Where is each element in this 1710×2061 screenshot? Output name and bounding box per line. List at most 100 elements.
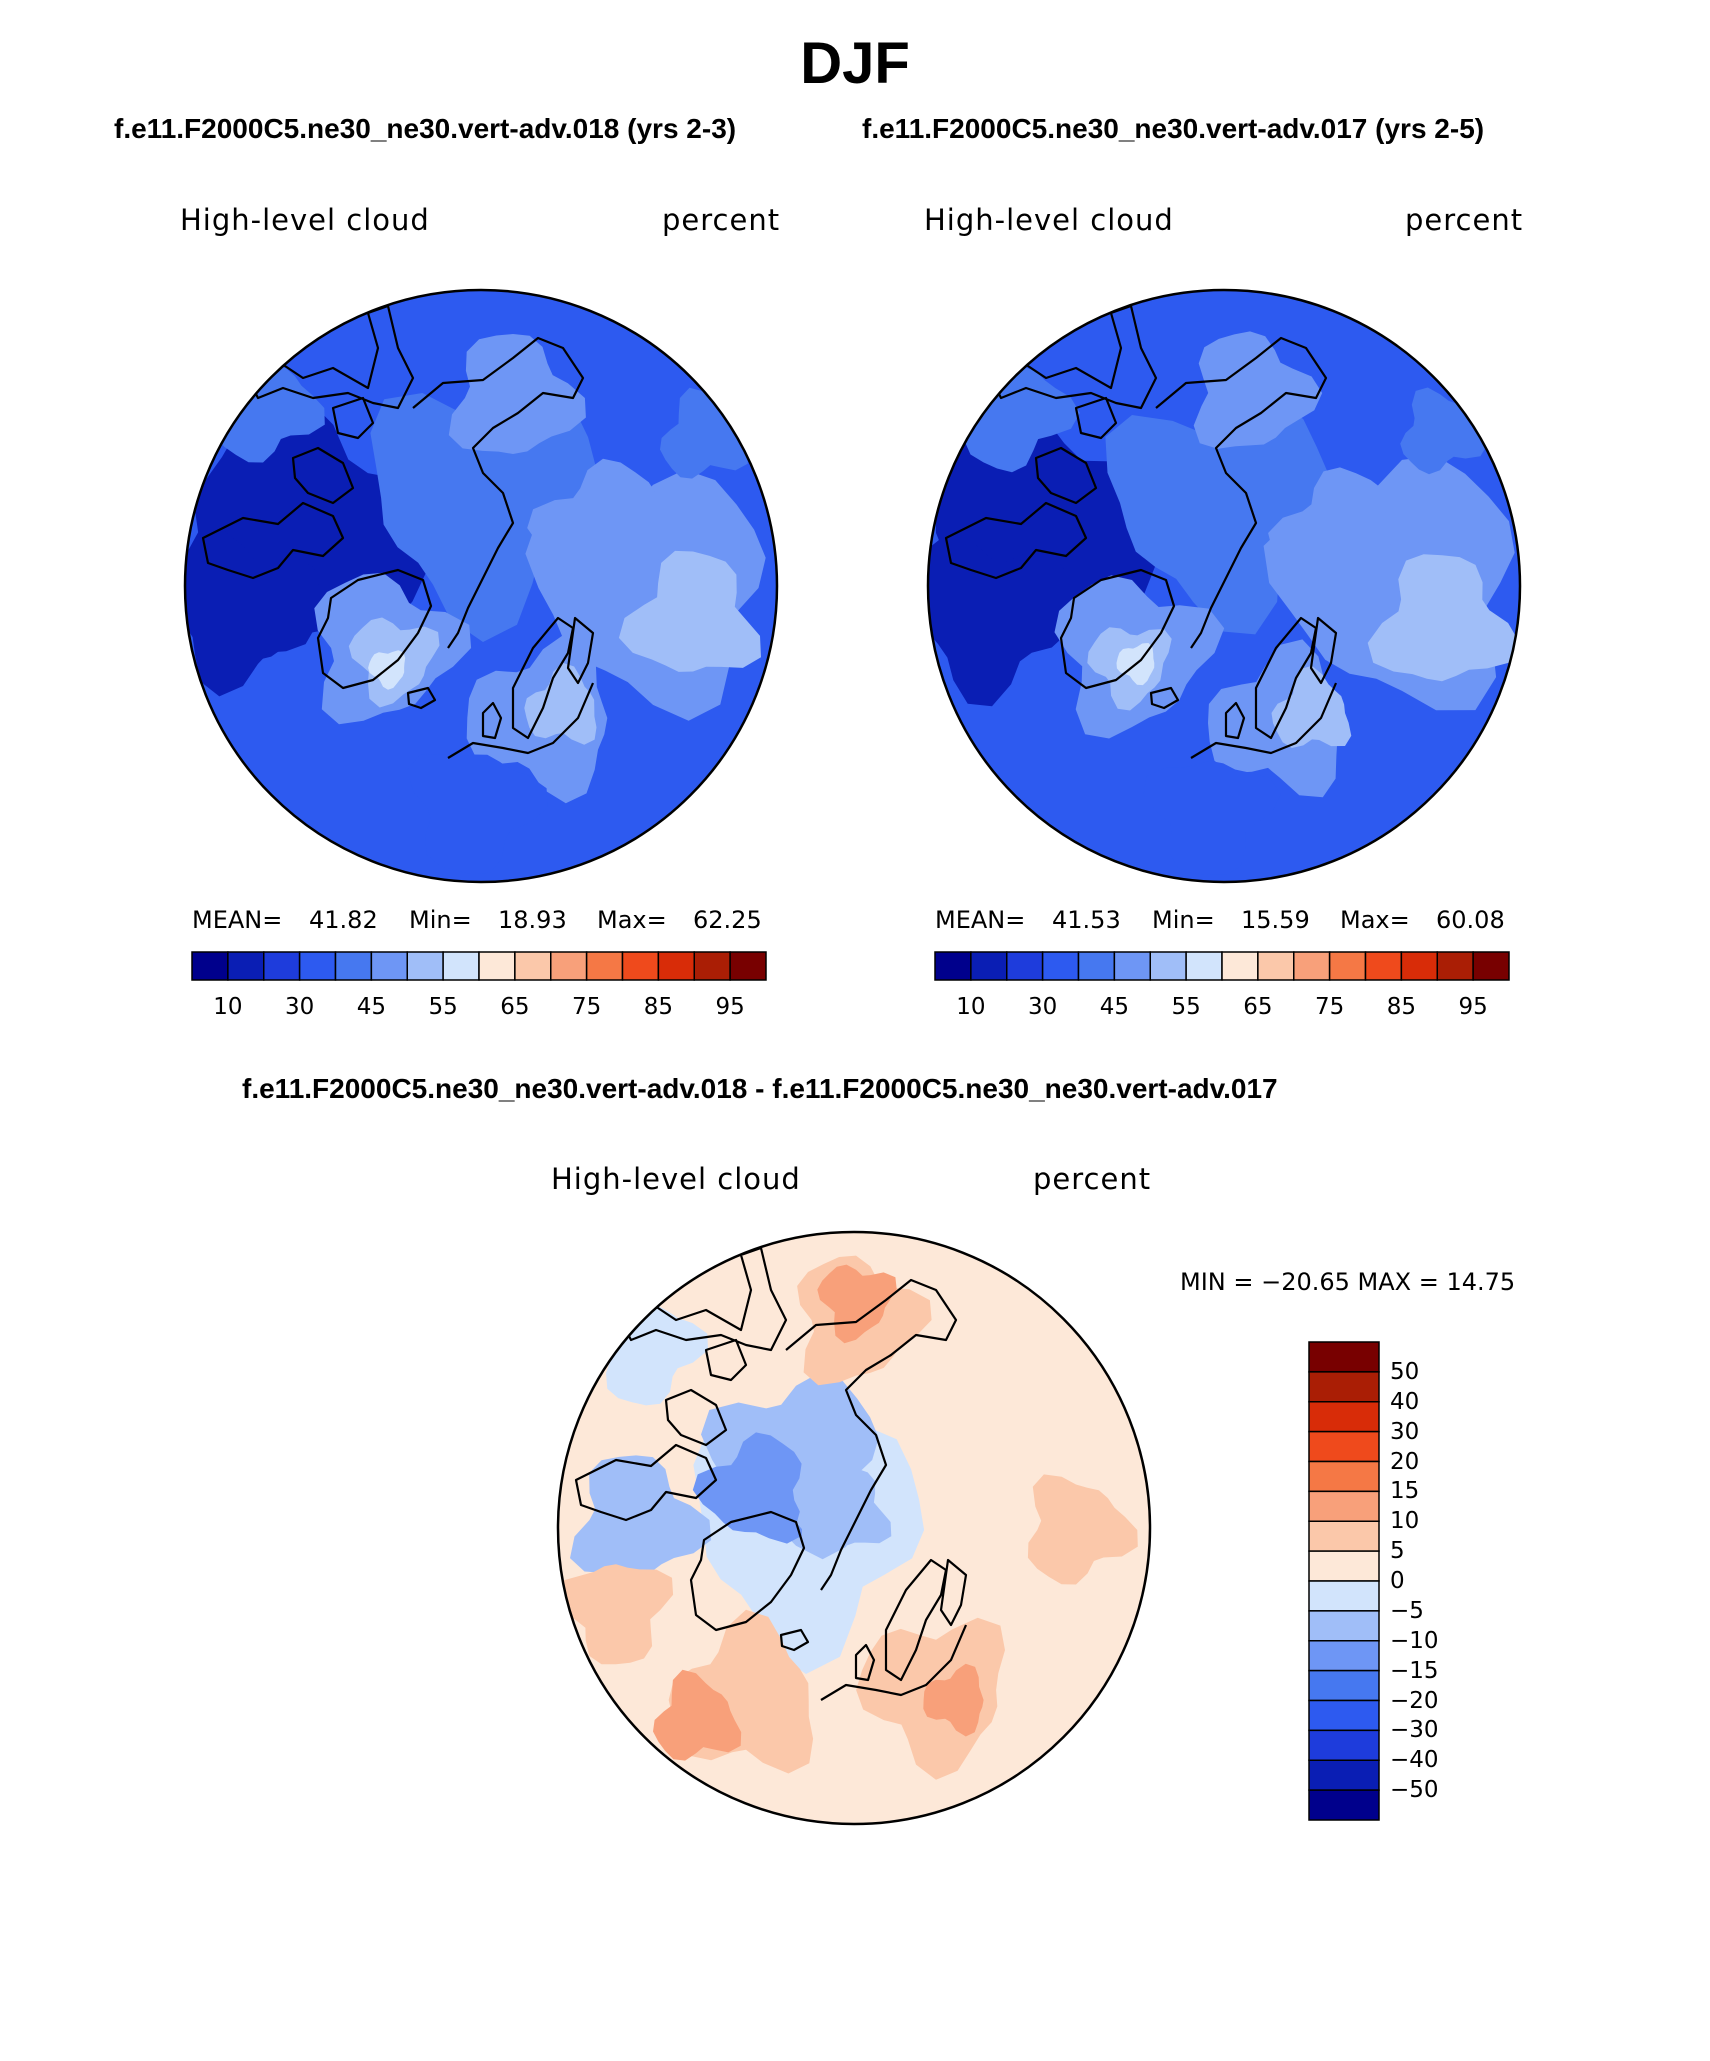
panel3-min-max: MIN = −20.65 MAX = 14.75 xyxy=(1180,1268,1516,1296)
panel3-colorbar-swatch xyxy=(1308,1699,1380,1732)
panel1-variable-label: High-level cloud xyxy=(180,203,430,237)
panel2-colorbar-swatch xyxy=(1113,951,1151,981)
panel1-map-coastline xyxy=(566,616,595,685)
panel1-map-contour-region xyxy=(185,528,320,697)
panel3-colorbar-swatch xyxy=(1308,1580,1380,1612)
panel1-colorbar-tick-label: 10 xyxy=(213,994,243,1020)
panel2-map-coastline xyxy=(1059,568,1176,690)
panel3-colorbar-swatch xyxy=(1308,1640,1380,1672)
panel3-colorbar-swatch xyxy=(1308,1610,1380,1642)
panel2-map-contour-region xyxy=(1193,331,1323,449)
panel3-colorbar-swatch xyxy=(1308,1729,1380,1761)
panel3-colorbar-swatch xyxy=(1308,1371,1380,1403)
panel3-colorbar-swatch xyxy=(1308,1550,1380,1582)
panel3-map-coastline xyxy=(779,1628,810,1652)
panel2-colorbar-swatch xyxy=(1221,951,1259,981)
panel3-map-coastline xyxy=(939,1558,968,1627)
panel2-colorbar-swatch xyxy=(1185,951,1223,981)
panel2-colorbar-swatch xyxy=(1257,951,1295,981)
panel1-colorbar-swatch xyxy=(370,951,408,981)
panel1-colorbar-swatch xyxy=(693,951,731,981)
panel3-colorbar-tick-label: −15 xyxy=(1390,1657,1439,1684)
panel2-colorbar xyxy=(934,951,1510,981)
panel3-variable-label: High-level cloud xyxy=(551,1162,801,1196)
panel1-colorbar-tick-label: 85 xyxy=(643,994,674,1020)
panel3-colorbar-tick-label: −5 xyxy=(1390,1597,1424,1624)
panel1-map-coastline xyxy=(406,686,437,710)
panel3-colorbar-swatch xyxy=(1308,1430,1380,1463)
panel2-map-coastline xyxy=(1155,336,1328,649)
panel1-colorbar-swatch xyxy=(227,951,265,981)
panel1-colorbar-swatch xyxy=(191,951,229,981)
panel1-map-coastline xyxy=(291,446,355,505)
panel2-colorbar-swatch xyxy=(1293,951,1331,981)
panel2-colorbar-swatch xyxy=(1436,951,1474,981)
panel2-min-label: Min= xyxy=(1152,906,1215,934)
panel1-colorbar-tick-label: 45 xyxy=(356,994,387,1020)
panel1-map-contour-region xyxy=(370,393,602,642)
panel3-colorbar-swatch xyxy=(1308,1759,1380,1791)
panel3-colorbar-tick-label: −10 xyxy=(1390,1627,1439,1654)
panel2-colorbar-swatch xyxy=(1041,951,1080,981)
panel2-colorbar-tick-label: 10 xyxy=(956,994,986,1020)
panel3-units-label: percent xyxy=(1033,1162,1152,1196)
panel1-map-map-border xyxy=(183,288,779,884)
panel2-polar-map xyxy=(926,288,1522,884)
panel2-colorbar-tick-label: 65 xyxy=(1243,994,1273,1020)
panel1-colorbar-swatch xyxy=(298,951,337,981)
panel3-map-field xyxy=(558,1232,1150,1824)
panel2-min-value: 15.59 xyxy=(1241,906,1310,934)
panel1-colorbar-swatch xyxy=(263,951,301,981)
panel3-colorbar-tick-label: −20 xyxy=(1390,1687,1439,1714)
panel1-colorbar-swatch xyxy=(550,951,588,981)
panel1-map-contour-region xyxy=(448,334,586,454)
panel1-colorbar-swatch xyxy=(406,951,444,981)
panel2-map-coastline xyxy=(944,501,1088,580)
panel2-colorbar-swatch xyxy=(1328,951,1367,981)
panel2-colorbar-swatch xyxy=(1006,951,1044,981)
panel2-colorbar-tick-label: 55 xyxy=(1171,994,1201,1020)
panel1-map-contour-region xyxy=(618,550,761,672)
difference-title: f.e11.F2000C5.ne30_ne30.vert-adv.018 - f… xyxy=(242,1073,1278,1104)
panel1-colorbar-tick-label: 65 xyxy=(500,994,530,1020)
panel2-mean-value: 41.53 xyxy=(1052,906,1121,934)
panel1-map-coastlines xyxy=(201,304,595,759)
panel1-map-coastline xyxy=(316,568,433,690)
panel3-colorbar-swatch xyxy=(1308,1669,1380,1702)
panel2-colorbar-tick-label: 45 xyxy=(1099,994,1130,1020)
panel2-map-coastline xyxy=(984,304,1158,410)
panel2-colorbar-swatch xyxy=(1149,951,1187,981)
panel3-colorbar-tick-label: 20 xyxy=(1390,1448,1420,1475)
panel1-map-coastline xyxy=(331,396,375,440)
panel3-colorbar-swatch xyxy=(1308,1789,1380,1821)
panel3-colorbar-tick-label: 10 xyxy=(1390,1508,1420,1535)
panel3-map-contour-region xyxy=(796,1465,892,1546)
panel3-map-contour-region xyxy=(692,1432,803,1544)
panel1-colorbar-swatch xyxy=(729,951,767,981)
panel1-colorbar-tick-label: 75 xyxy=(571,994,602,1020)
panel2-map-map-border xyxy=(926,288,1522,884)
panel3-colorbar-swatch xyxy=(1308,1401,1380,1433)
panel1-min-value: 18.93 xyxy=(498,906,567,934)
panel1-map-coastline xyxy=(241,304,415,410)
panel1-colorbar-swatch xyxy=(478,951,516,981)
panel3-map-map-border xyxy=(556,1230,1152,1826)
panel3-colorbar xyxy=(1308,1341,1380,1821)
panel2-mean-label: MEAN= xyxy=(935,906,1026,934)
panel2-colorbar-swatch xyxy=(1364,951,1403,981)
panel3-map-coastline xyxy=(785,1278,958,1591)
panel3-colorbar-swatch xyxy=(1308,1341,1380,1373)
panel2-map-contour-region xyxy=(1143,760,1281,875)
panel3-map-coastline xyxy=(689,1510,806,1632)
panel2-map-coastlines xyxy=(944,304,1338,759)
panel3-map-coastline xyxy=(820,1624,968,1701)
panel1-max-value: 62.25 xyxy=(693,906,762,934)
panel3-map-contour-region xyxy=(923,1663,984,1737)
panel3-map-contour-region xyxy=(1027,1474,1138,1585)
panel1-map-contour-region xyxy=(527,458,659,593)
panel1-polar-map xyxy=(183,288,779,884)
panel3-colorbar-tick-label: 40 xyxy=(1390,1388,1420,1415)
panel2-map-contour-region xyxy=(928,534,1071,707)
panel1-map-contour-region xyxy=(660,387,749,479)
panel1-map-coastline xyxy=(481,701,503,740)
